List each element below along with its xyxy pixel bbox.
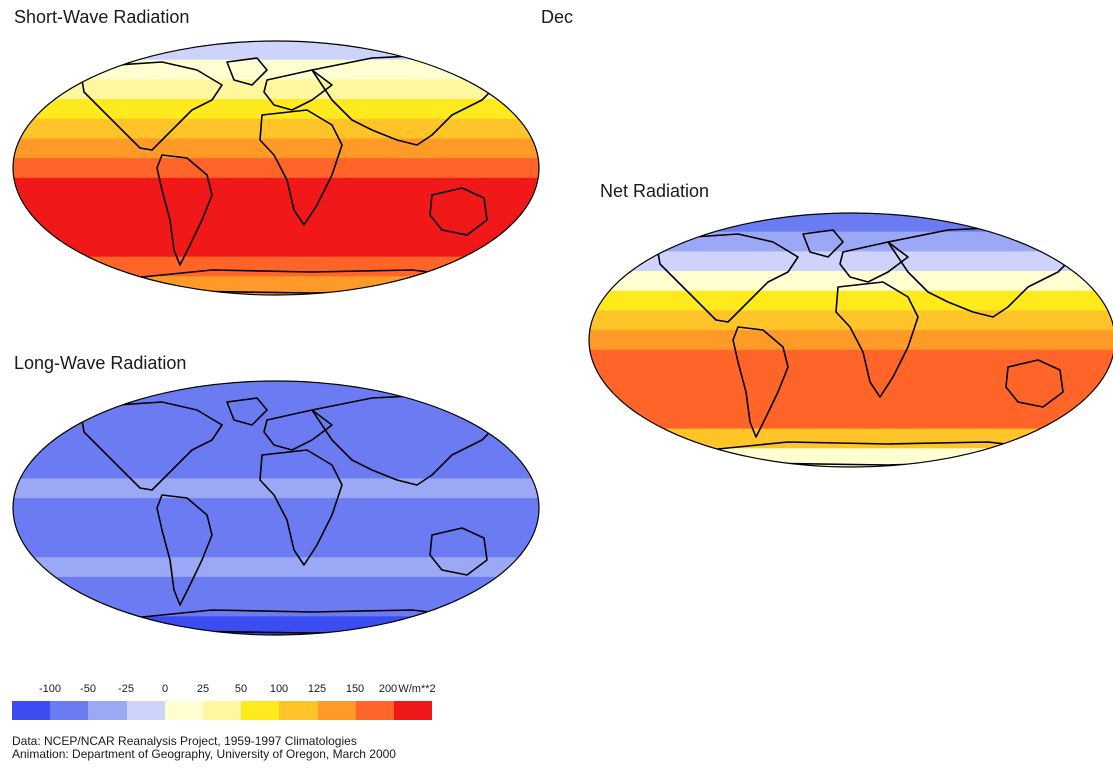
- legend-swatch: [355, 701, 394, 720]
- legend-labels: -100 -50 -25 0 25 50 100 125 150 200 W/m…: [12, 683, 452, 697]
- legend-label: 50: [234, 683, 248, 695]
- coastline: [835, 281, 919, 398]
- coastline: [226, 397, 268, 426]
- latitude-band: [589, 271, 1113, 292]
- legend-label: 25: [196, 683, 210, 695]
- latitude-band: [589, 389, 1113, 410]
- map-outline: [12, 40, 540, 296]
- latitude-band: [589, 369, 1113, 390]
- legend-label: 150: [345, 683, 365, 695]
- latitude-band: [13, 217, 539, 238]
- legend-swatch: [279, 701, 318, 720]
- latitude-band: [13, 458, 539, 480]
- legend-label: 125: [307, 683, 327, 695]
- latitude-band: [589, 310, 1113, 331]
- short-wave-title: Short-Wave Radiation: [14, 7, 190, 27]
- latitude-band: [589, 213, 1113, 233]
- long-wave-title: Long-Wave Radiation: [14, 353, 187, 373]
- coastline: [156, 494, 213, 606]
- coastline: [429, 187, 488, 236]
- latitude-band: [589, 349, 1113, 371]
- legend-swatch: [88, 701, 127, 720]
- coastline: [81, 401, 223, 491]
- coastline: [259, 449, 343, 566]
- legend-swatch: [317, 701, 356, 720]
- coastline: [802, 229, 844, 258]
- legend-label: -50: [80, 683, 96, 695]
- latitude-band: [13, 256, 539, 277]
- latitude-band: [589, 231, 1113, 252]
- latitude-band: [13, 158, 539, 179]
- coastline: [429, 527, 488, 576]
- latitude-band: [13, 138, 539, 159]
- coastline: [732, 326, 789, 438]
- coastline: [156, 154, 213, 266]
- latitude-band: [13, 576, 539, 598]
- latitude-band: [13, 41, 539, 61]
- coastline: [259, 109, 343, 226]
- latitude-band: [13, 478, 539, 499]
- latitude-band: [589, 251, 1113, 272]
- color-legend-bar: [12, 701, 433, 720]
- latitude-band: [13, 197, 539, 218]
- latitude-band: [13, 59, 539, 80]
- legend-swatch: [50, 701, 89, 720]
- coastline: [839, 241, 909, 283]
- long-wave-radiation-map: [12, 380, 540, 636]
- legend-label: 200: [378, 683, 398, 695]
- latitude-band: [13, 236, 539, 258]
- legend-swatch: [126, 701, 165, 720]
- latitude-band: [589, 408, 1113, 430]
- latitude-band: [13, 596, 539, 617]
- latitude-band: [13, 498, 539, 519]
- legend-swatch: [202, 701, 242, 720]
- legend-label: -100: [38, 683, 62, 695]
- coastline: [226, 57, 268, 86]
- latitude-band: [13, 439, 539, 460]
- latitude-band: [13, 557, 539, 578]
- legend-unit: W/m**2: [398, 683, 436, 695]
- legend-swatch: [12, 701, 51, 720]
- latitude-band: [13, 99, 539, 120]
- latitude-band: [589, 330, 1113, 351]
- legend-label: 0: [161, 683, 169, 695]
- credits: Data: NCEP/NCAR Reanalysis Project, 1959…: [12, 735, 396, 761]
- latitude-band: [13, 537, 539, 558]
- short-wave-radiation-map: [12, 40, 540, 296]
- animation-credit: Animation: Department of Geography, Univ…: [12, 747, 396, 761]
- latitude-band: [13, 79, 539, 100]
- latitude-band: [13, 381, 539, 401]
- legend-label: 100: [269, 683, 289, 695]
- coastline: [1005, 359, 1064, 408]
- net-radiation-map: [588, 212, 1113, 468]
- month-label: Dec: [541, 7, 574, 27]
- latitude-band: [589, 428, 1113, 449]
- map-outline: [12, 380, 540, 636]
- net-radiation-title: Net Radiation: [600, 181, 710, 201]
- coastline: [263, 409, 333, 451]
- latitude-band: [589, 290, 1113, 312]
- latitude-band: [13, 118, 539, 140]
- data-credit: Data: NCEP/NCAR Reanalysis Project, 1959…: [12, 734, 357, 748]
- legend-swatch: [164, 701, 203, 720]
- latitude-band: [13, 177, 539, 199]
- coastline: [657, 233, 799, 323]
- coastline: [81, 61, 223, 151]
- map-outline: [588, 212, 1113, 468]
- legend-swatch: [393, 701, 433, 720]
- latitude-band: [13, 419, 539, 440]
- latitude-band: [13, 399, 539, 420]
- legend-swatch: [241, 701, 280, 720]
- coastline: [263, 69, 333, 111]
- latitude-band: [13, 517, 539, 539]
- legend-label: -25: [118, 683, 134, 695]
